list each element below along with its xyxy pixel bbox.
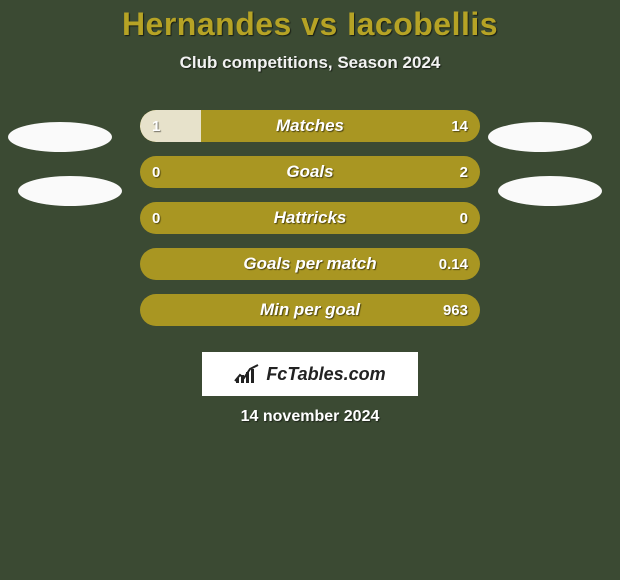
- bar-label: Min per goal: [140, 294, 480, 326]
- stat-bar: Goals0 2: [140, 156, 480, 188]
- bar-label: Matches: [140, 110, 480, 142]
- bar-value-left: 0: [152, 202, 160, 234]
- bar-value-right: 963: [443, 294, 468, 326]
- brand-text: FcTables.com: [266, 364, 385, 385]
- stat-bar: Matches1 14: [140, 110, 480, 142]
- bar-label: Goals per match: [140, 248, 480, 280]
- bar-label: Hattricks: [140, 202, 480, 234]
- chart-icon: [234, 364, 260, 384]
- page-title: Hernandes vs Iacobellis: [0, 0, 620, 43]
- bar-label: Goals: [140, 156, 480, 188]
- brand-badge[interactable]: FcTables.com: [202, 352, 418, 396]
- bar-value-left: 0: [152, 156, 160, 188]
- player-badge-placeholder: [8, 122, 112, 152]
- player-badge-placeholder: [498, 176, 602, 206]
- bar-value-right: 0: [460, 202, 468, 234]
- stat-bar: Hattricks0 0: [140, 202, 480, 234]
- bar-value-right: 2: [460, 156, 468, 188]
- date-line: 14 november 2024: [0, 408, 620, 426]
- player-badge-placeholder: [488, 122, 592, 152]
- bar-value-right: 14: [451, 110, 468, 142]
- comparison-infographic: Hernandes vs Iacobellis Club competition…: [0, 0, 620, 580]
- bar-value-right: 0.14: [439, 248, 468, 280]
- stats-bars: Matches114Goals02Hattricks00Goals per ma…: [140, 110, 480, 340]
- player-badge-placeholder: [18, 176, 122, 206]
- page-subtitle: Club competitions, Season 2024: [0, 53, 620, 73]
- stat-bar: Goals per match0.14: [140, 248, 480, 280]
- bar-value-left: 1: [152, 110, 160, 142]
- stat-bar: Min per goal963: [140, 294, 480, 326]
